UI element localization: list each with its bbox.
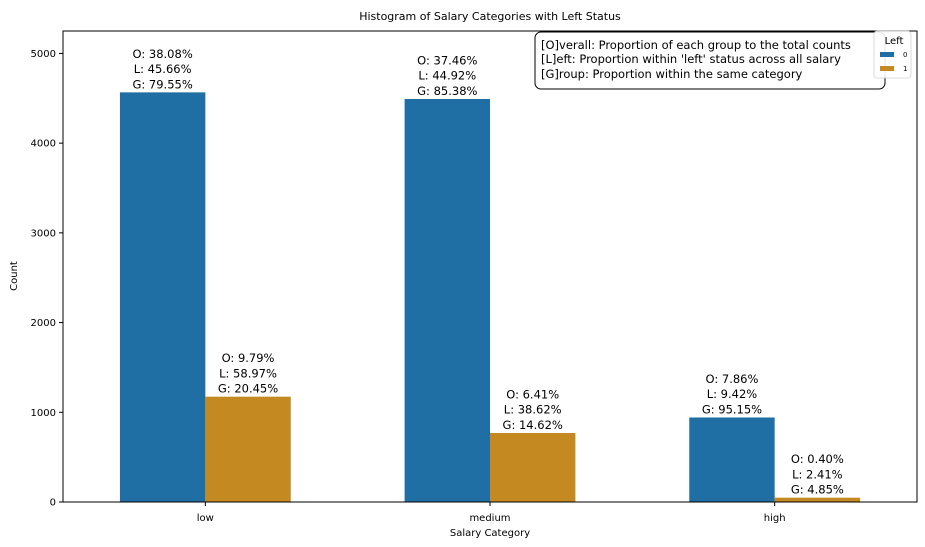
x-tick-label-medium: medium: [469, 513, 510, 524]
y-axis-label: Count: [9, 261, 20, 291]
annotation-line-group: [G]roup: Proportion within the same cate…: [541, 67, 803, 81]
legend-swatch-0: [880, 52, 894, 57]
bar-label-low-0-0: O: 38.08%: [133, 47, 193, 61]
bar-label-medium-1-2: G: 14.62%: [503, 418, 563, 432]
bar-label-low-1-2: G: 20.45%: [218, 382, 278, 396]
legend-label-1: 1: [903, 65, 907, 73]
bar-low-left-0: [119, 92, 206, 503]
bar-label-high-0-1: L: 9.42%: [707, 387, 758, 401]
y-tick-label: 0: [50, 498, 56, 509]
legend: Left 0 1: [873, 30, 912, 79]
bar-label-high-0-2: G: 95.15%: [702, 402, 762, 416]
legend-swatch-1: [880, 66, 894, 71]
annotation-box: [O]verall: Proportion of each group to t…: [534, 31, 886, 90]
x-tick-label-high: high: [764, 513, 786, 524]
bar-label-medium-0-2: G: 85.38%: [417, 84, 477, 98]
bar-label-high-1-2: G: 4.85%: [791, 483, 844, 497]
bar-medium-left-0: [404, 99, 490, 503]
bar-label-high-1-1: L: 2.41%: [792, 467, 843, 481]
bar-label-medium-1-1: L: 38.62%: [504, 403, 562, 417]
y-tick-label: 5000: [31, 49, 56, 60]
legend-label-0: 0: [903, 51, 907, 59]
annotation-line-left: [L]eft: Proportion within 'left' status …: [541, 52, 841, 66]
y-tick-label: 1000: [31, 408, 56, 419]
chart-title: Histogram of Salary Categories with Left…: [359, 10, 621, 23]
legend-title: Left: [885, 36, 904, 47]
bar-label-low-1-0: O: 9.79%: [222, 351, 275, 365]
bar-high-left-0: [689, 417, 775, 502]
bar-label-medium-0-1: L: 44.92%: [418, 69, 476, 83]
bar-label-low-0-2: G: 79.55%: [132, 77, 192, 91]
bar-label-low-1-1: L: 58.97%: [219, 366, 277, 380]
x-axis-label: Salary Category: [450, 528, 530, 539]
x-tick-label-low: low: [197, 513, 214, 524]
bar-label-medium-0-0: O: 37.46%: [417, 53, 477, 67]
bar-label-high-1-0: O: 0.40%: [791, 452, 844, 466]
y-tick-label: 2000: [31, 318, 56, 329]
bar-labels-layer: O: 38.08%L: 45.66%G: 79.55% O: 37.46% L: 4…: [132, 47, 843, 497]
bar-label-high-0-0: O: 7.86%: [706, 372, 759, 386]
y-tick-label: 4000: [31, 139, 56, 150]
annotation-line-overall: [O]verall: Proportion of each group to t…: [541, 38, 851, 52]
bar-low-left-1: [205, 396, 291, 502]
bar-label-medium-1-0: O: 6.41%: [506, 387, 559, 401]
bar-high-left-1: [774, 497, 861, 502]
y-tick-label: 3000: [31, 228, 56, 239]
bar-medium-left-1: [490, 433, 576, 502]
bar-label-low-0-1: L: 45.66%: [134, 62, 192, 76]
x-axis: low medium high: [197, 502, 786, 524]
y-axis: 0 1000 2000 3000 4000 5000: [31, 49, 63, 509]
bars-layer: [119, 92, 861, 503]
